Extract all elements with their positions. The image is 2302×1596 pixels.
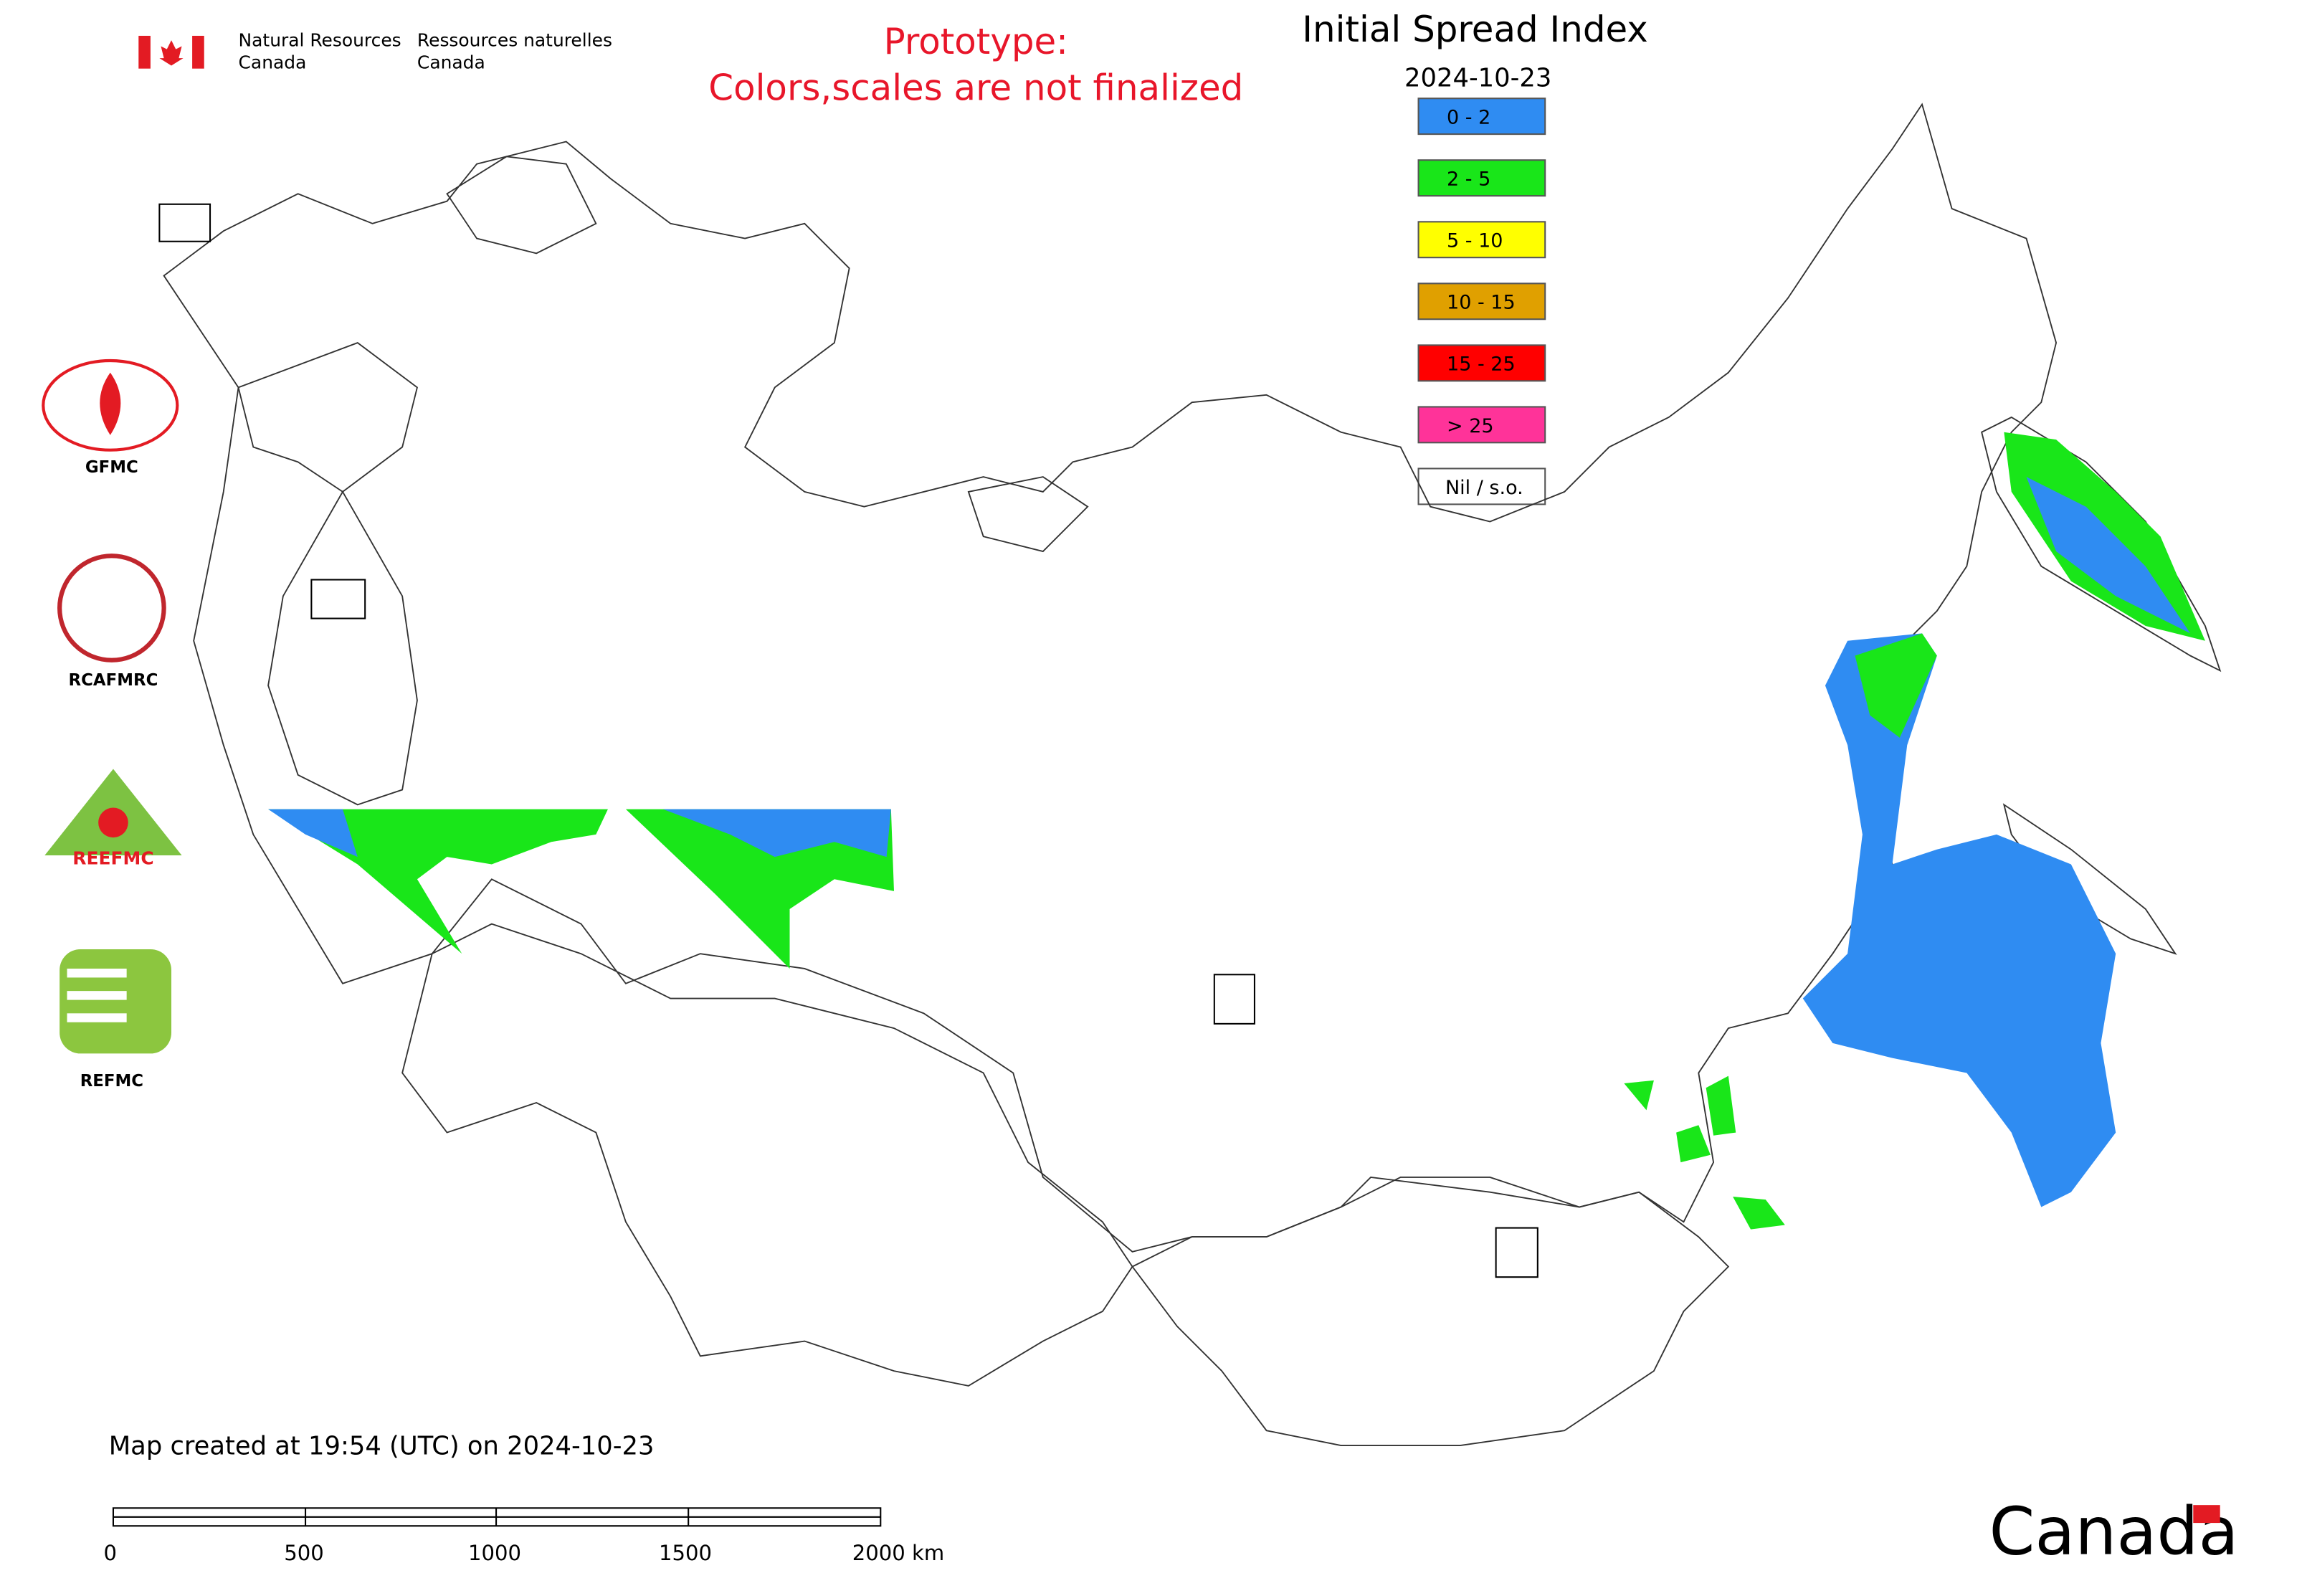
header-en-1: Natural Resources bbox=[239, 29, 401, 50]
date: 2024-10-23 bbox=[1404, 64, 1551, 93]
scale-label: 0 bbox=[104, 1541, 118, 1565]
legend-label: 10 - 15 bbox=[1447, 292, 1516, 314]
scale-label: 2000 km bbox=[852, 1541, 944, 1565]
legend-swatch bbox=[1417, 221, 1546, 259]
isi-area bbox=[268, 809, 358, 858]
legend-label: Nil / s.o. bbox=[1445, 477, 1523, 499]
logo-label: REEFMC bbox=[72, 847, 153, 868]
canada-wordmark: Canada bbox=[1989, 1493, 2239, 1570]
legend-label: 15 - 25 bbox=[1447, 353, 1516, 376]
logos: GFMC RCAFMRC REEFMC REFMC bbox=[42, 203, 1538, 1278]
legend-label: 0 - 2 bbox=[1447, 107, 1490, 129]
notice-1: Prototype: bbox=[884, 21, 1068, 62]
legend-swatch bbox=[1417, 282, 1546, 320]
legend: 0 - 2 2 - 5 5 - 10 10 - 15 15 - 25 > 25 Nil / … bbox=[1417, 98, 1546, 505]
legend-swatch bbox=[1417, 344, 1546, 382]
legend-swatch bbox=[1417, 467, 1546, 505]
header-fr-2: Canada bbox=[417, 52, 485, 73]
logo-label: GFMC bbox=[85, 458, 138, 477]
scale-label: 1000 bbox=[468, 1541, 521, 1565]
isi-area bbox=[1855, 633, 1937, 738]
isi-area bbox=[662, 809, 891, 858]
scale-label: 1500 bbox=[659, 1541, 712, 1565]
logo-label: REFMC bbox=[80, 1072, 143, 1091]
scale-label: 500 bbox=[284, 1541, 324, 1565]
legend-label: 2 - 5 bbox=[1447, 168, 1490, 191]
header-fr-1: Ressources naturelles bbox=[417, 29, 612, 50]
title: Initial Spread Index bbox=[1302, 9, 1648, 50]
legend-swatch bbox=[1417, 406, 1546, 444]
logo-label: RCAFMRC bbox=[69, 671, 158, 690]
scale-bar: 0 500 1000 1500 2000 km bbox=[104, 1507, 944, 1565]
legend-label: > 25 bbox=[1447, 415, 1494, 437]
basemap bbox=[163, 103, 2222, 1446]
isi-area bbox=[1624, 1075, 1785, 1230]
footer: Map created at 19:54 (UTC) on 2024-10-23 bbox=[109, 1431, 655, 1460]
nrcan-signature: Natural Resources Canada Ressources natu… bbox=[138, 29, 612, 73]
notice-2: Colors,scales are not finalized bbox=[708, 67, 1243, 108]
isi-area bbox=[1802, 633, 2116, 1207]
isi-area bbox=[625, 809, 894, 969]
legend-swatch bbox=[1417, 98, 1546, 136]
legend-swatch bbox=[1417, 159, 1546, 197]
header-en-2: Canada bbox=[239, 52, 307, 73]
isi-areas bbox=[268, 432, 2205, 1230]
wordmark-flag bbox=[2193, 1505, 2220, 1524]
legend-label: 5 - 10 bbox=[1447, 230, 1503, 252]
isi-area bbox=[2026, 477, 2191, 634]
